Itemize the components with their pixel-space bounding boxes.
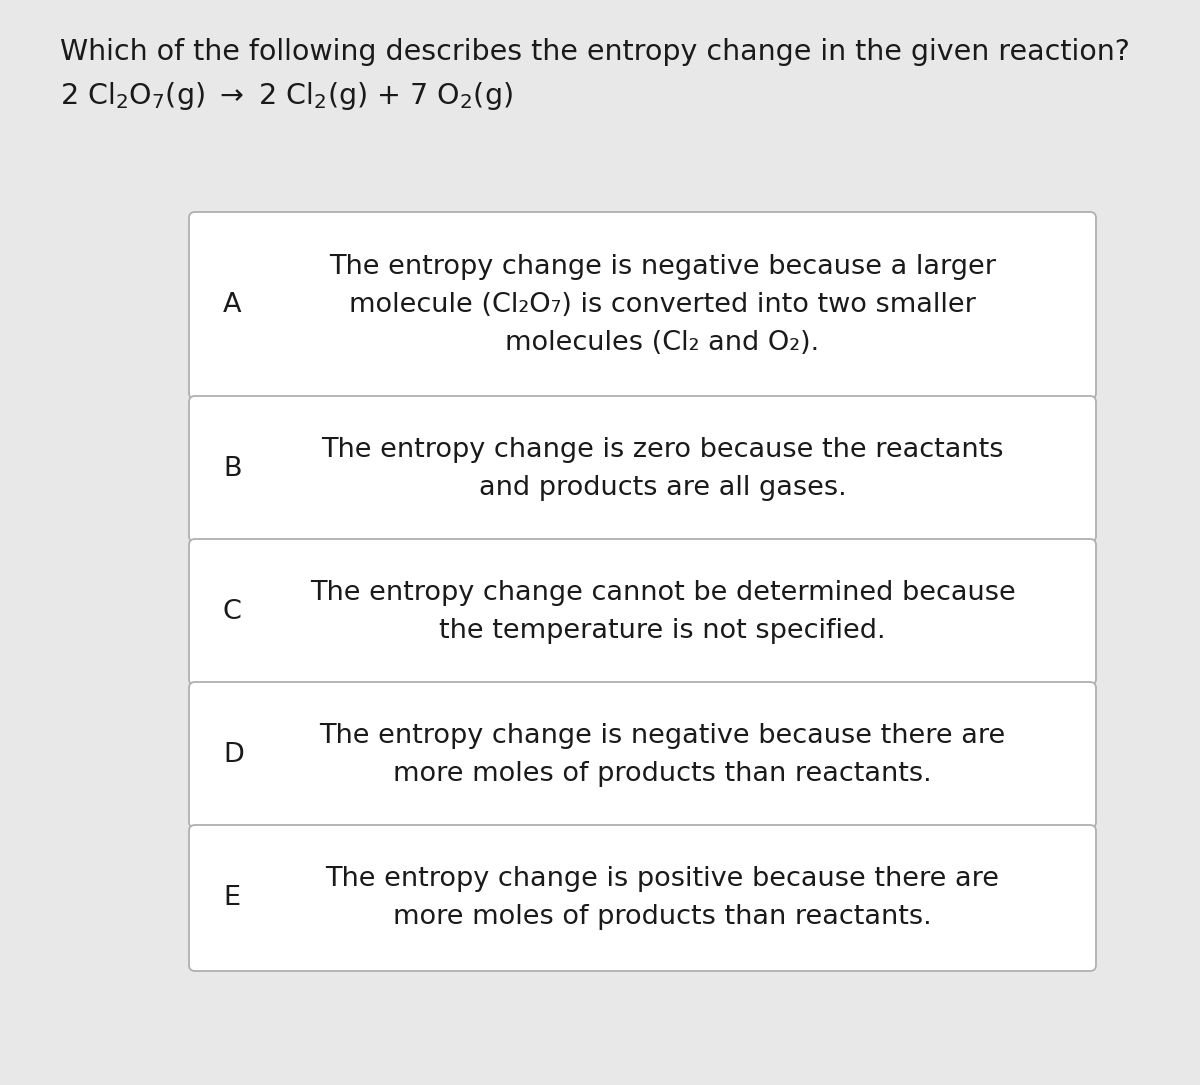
FancyBboxPatch shape [190, 825, 1096, 971]
FancyBboxPatch shape [190, 682, 1096, 828]
Text: molecule (Cl₂O₇) is converted into two smaller: molecule (Cl₂O₇) is converted into two s… [349, 293, 976, 319]
Text: B: B [223, 456, 241, 482]
FancyBboxPatch shape [190, 539, 1096, 685]
Text: The entropy change is zero because the reactants: The entropy change is zero because the r… [322, 437, 1003, 463]
Text: Which of the following describes the entropy change in the given reaction?: Which of the following describes the ent… [60, 38, 1130, 66]
FancyBboxPatch shape [190, 212, 1096, 399]
Text: A: A [223, 293, 241, 319]
Text: The entropy change is negative because a larger: The entropy change is negative because a… [329, 255, 996, 281]
FancyBboxPatch shape [190, 396, 1096, 542]
Text: D: D [223, 742, 244, 768]
Text: the temperature is not specified.: the temperature is not specified. [439, 618, 886, 644]
Text: and products are all gases.: and products are all gases. [479, 475, 846, 501]
Text: 2 Cl$_2$O$_7$(g) $\rightarrow$ 2 Cl$_2$(g) + 7 O$_2$(g): 2 Cl$_2$O$_7$(g) $\rightarrow$ 2 Cl$_2$(… [60, 80, 512, 112]
Text: The entropy change is positive because there are: The entropy change is positive because t… [325, 866, 1000, 892]
Text: more moles of products than reactants.: more moles of products than reactants. [394, 904, 932, 930]
Text: E: E [223, 885, 240, 911]
Text: The entropy change is negative because there are: The entropy change is negative because t… [319, 723, 1006, 749]
Text: C: C [223, 599, 242, 625]
Text: molecules (Cl₂ and O₂).: molecules (Cl₂ and O₂). [505, 331, 820, 357]
Text: The entropy change cannot be determined because: The entropy change cannot be determined … [310, 580, 1015, 607]
Text: more moles of products than reactants.: more moles of products than reactants. [394, 761, 932, 787]
